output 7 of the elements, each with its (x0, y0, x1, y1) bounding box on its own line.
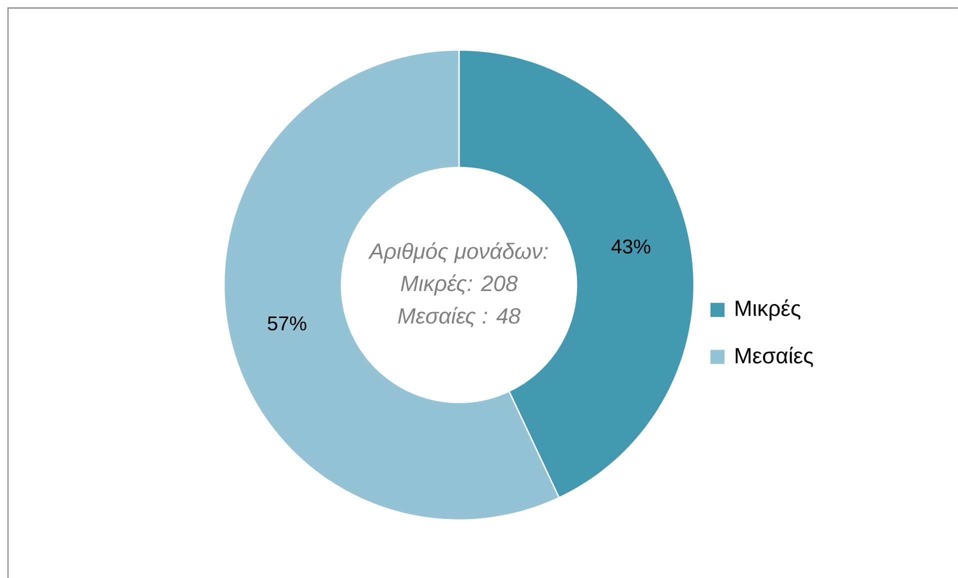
legend-label: Μικρές (736, 299, 800, 320)
text: Μικρές: 208 (400, 274, 518, 296)
legend-label: Μεσαίες (736, 346, 814, 368)
data-label: 57% (268, 316, 306, 330)
data-label: 43% (611, 239, 650, 254)
text: Αριθμός μονάδων: (368, 242, 548, 264)
text: Μεσαίες : 48 (398, 306, 520, 328)
